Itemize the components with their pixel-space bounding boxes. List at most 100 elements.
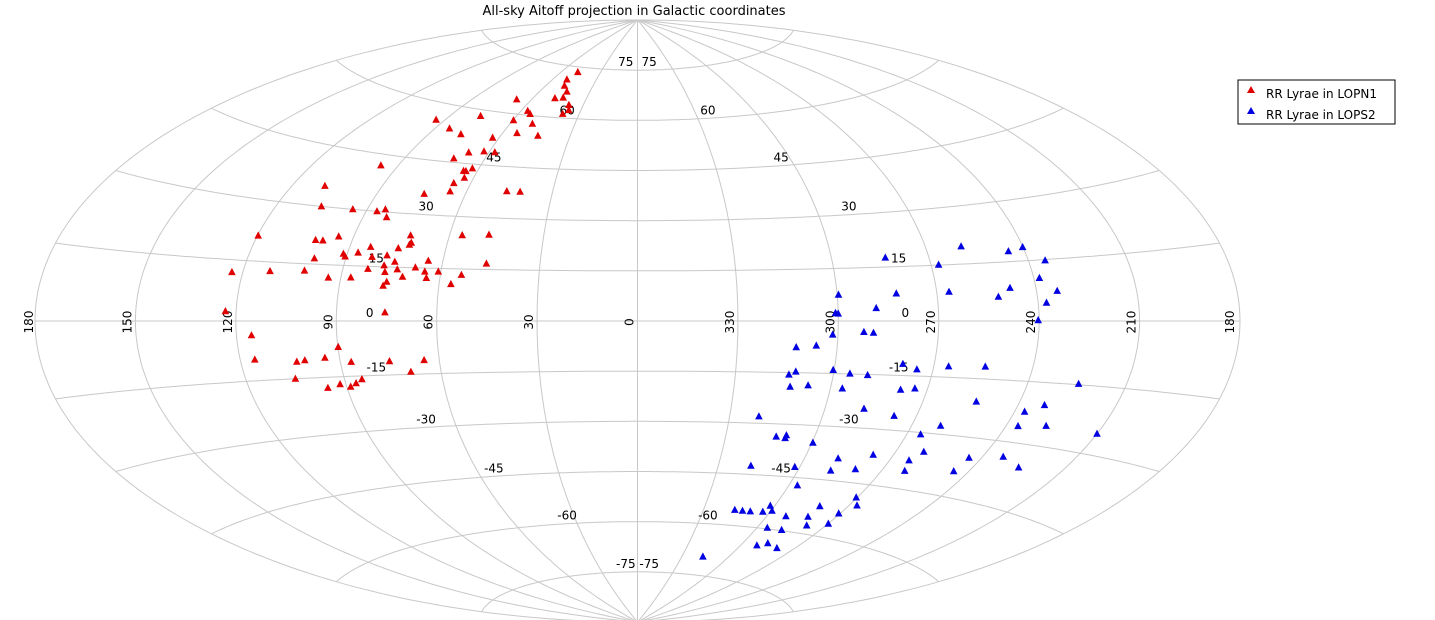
point-lopn1 bbox=[346, 382, 355, 390]
point-lops2 bbox=[772, 432, 780, 440]
point-lops2 bbox=[768, 506, 776, 514]
point-lopn1 bbox=[480, 147, 488, 155]
point-lops2 bbox=[834, 454, 842, 462]
point-lops2 bbox=[763, 523, 772, 531]
point-lopn1 bbox=[512, 95, 521, 103]
longitude-tick-label: 240 bbox=[1024, 311, 1038, 334]
point-lops2 bbox=[972, 397, 981, 405]
point-lops2 bbox=[792, 343, 800, 351]
point-lopn1 bbox=[565, 100, 573, 108]
point-lopn1 bbox=[394, 244, 403, 252]
parallel-line bbox=[211, 107, 1064, 171]
point-lops2 bbox=[936, 421, 945, 429]
latitude-tick-label: -75 bbox=[616, 557, 636, 571]
point-lops2 bbox=[766, 501, 775, 509]
point-lops2 bbox=[944, 362, 953, 370]
point-lops2 bbox=[881, 253, 890, 261]
point-lopn1 bbox=[349, 205, 357, 213]
point-lopn1 bbox=[301, 356, 309, 364]
point-lops2 bbox=[1014, 463, 1023, 471]
point-lops2 bbox=[999, 452, 1007, 460]
point-lops2 bbox=[1018, 242, 1027, 251]
point-lopn1 bbox=[324, 383, 332, 391]
latitude-tick-label: -30 bbox=[839, 412, 859, 426]
point-lopn1 bbox=[373, 207, 381, 215]
point-lops2 bbox=[981, 362, 990, 370]
point-lopn1 bbox=[460, 173, 469, 181]
legend-label-lops2: RR Lyrae in LOPS2 bbox=[1266, 108, 1376, 122]
point-lops2 bbox=[804, 512, 812, 520]
point-lops2 bbox=[1035, 273, 1044, 281]
point-lops2 bbox=[731, 505, 739, 513]
point-lops2 bbox=[793, 481, 802, 489]
latitude-tick-label: -60 bbox=[698, 509, 718, 523]
point-lops2 bbox=[900, 466, 909, 474]
point-lopn1 bbox=[347, 357, 355, 365]
longitude-tick-label: 300 bbox=[823, 311, 837, 334]
point-lops2 bbox=[1006, 283, 1014, 291]
point-lops2 bbox=[1040, 400, 1049, 409]
point-lopn1 bbox=[422, 273, 431, 281]
point-lops2 bbox=[852, 493, 860, 501]
point-lopn1 bbox=[513, 128, 521, 137]
legend-box bbox=[1237, 79, 1396, 125]
point-lopn1 bbox=[300, 266, 309, 274]
point-lopn1 bbox=[228, 267, 236, 276]
parallel-line bbox=[115, 170, 1160, 222]
legend-marker-lops2 bbox=[1247, 107, 1255, 114]
point-lops2 bbox=[738, 506, 747, 514]
point-lopn1 bbox=[319, 236, 327, 244]
point-lops2 bbox=[949, 467, 958, 475]
point-lopn1 bbox=[358, 375, 366, 383]
point-lopn1 bbox=[310, 254, 319, 262]
point-lopn1 bbox=[447, 279, 455, 288]
point-lopn1 bbox=[381, 205, 390, 213]
point-lops2 bbox=[786, 382, 794, 390]
longitude-tick-label: 90 bbox=[321, 314, 335, 329]
point-lopn1 bbox=[464, 148, 473, 156]
point-lopn1 bbox=[534, 131, 542, 139]
point-lopn1 bbox=[321, 181, 329, 189]
latitude-tick-label: -15 bbox=[366, 360, 386, 374]
parallel-line bbox=[481, 30, 794, 71]
point-lops2 bbox=[890, 411, 898, 419]
point-lops2 bbox=[826, 466, 835, 474]
point-lops2 bbox=[1093, 429, 1101, 437]
point-lopn1 bbox=[324, 273, 333, 281]
point-lops2 bbox=[777, 525, 786, 533]
point-lopn1 bbox=[432, 115, 440, 123]
parallel-line bbox=[335, 521, 940, 583]
point-lopn1 bbox=[420, 189, 428, 197]
point-lopn1 bbox=[382, 277, 391, 285]
point-lops2 bbox=[755, 412, 763, 420]
latitude-tick-label: 30 bbox=[841, 200, 856, 214]
point-lopn1 bbox=[266, 266, 274, 275]
point-lopn1 bbox=[459, 166, 468, 174]
point-lopn1 bbox=[382, 213, 391, 221]
point-lopn1 bbox=[381, 267, 389, 275]
point-lopn1 bbox=[321, 353, 329, 361]
point-lopn1 bbox=[574, 67, 582, 76]
point-lops2 bbox=[1053, 286, 1061, 294]
latitude-tick-label: -30 bbox=[416, 412, 436, 426]
point-lops2 bbox=[913, 365, 921, 373]
longitude-tick-label: 150 bbox=[120, 311, 134, 334]
graticule bbox=[34, 19, 1241, 620]
point-lopn1 bbox=[565, 105, 573, 114]
point-lops2 bbox=[1004, 247, 1013, 255]
point-lopn1 bbox=[563, 87, 571, 95]
point-lopn1 bbox=[559, 93, 567, 101]
parallel-line bbox=[211, 471, 1064, 535]
point-lops2 bbox=[860, 404, 868, 412]
point-lopn1 bbox=[377, 161, 385, 169]
point-lops2 bbox=[965, 453, 973, 461]
point-lopn1 bbox=[488, 133, 497, 141]
point-lopn1 bbox=[334, 342, 342, 350]
point-lops2 bbox=[872, 303, 880, 312]
latitude-tick-label: -15 bbox=[889, 360, 909, 374]
point-lops2 bbox=[746, 507, 755, 515]
point-lopn1 bbox=[406, 231, 415, 239]
longitude-tick-label: 180 bbox=[1223, 311, 1237, 334]
parallel-line bbox=[55, 370, 1220, 400]
longitude-tick-label: 180 bbox=[22, 311, 36, 334]
